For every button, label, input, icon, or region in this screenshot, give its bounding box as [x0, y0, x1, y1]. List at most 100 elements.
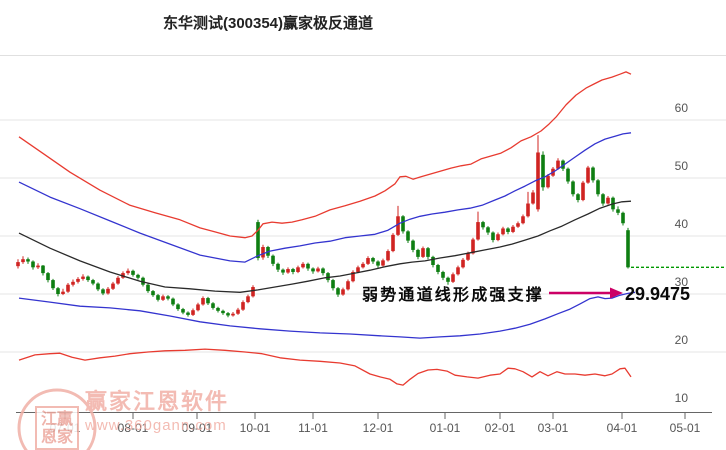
candle-body — [446, 277, 450, 282]
candle-body — [56, 288, 60, 294]
candle-body — [436, 265, 440, 272]
candle-body — [376, 261, 380, 266]
candle-body — [286, 269, 290, 273]
candle-body — [46, 273, 50, 281]
candle-body — [76, 278, 80, 282]
axes: 60504030201007-0108-0109-0110-0111-0112-… — [16, 101, 712, 435]
candle-body — [61, 291, 65, 294]
candle-body — [151, 291, 155, 296]
watermark-site: www.360gann.com — [84, 417, 227, 434]
watermark-brand: 赢家江恩软件 — [85, 389, 229, 414]
candle-body — [321, 268, 325, 274]
watermark-seal-text-1: 江赢 — [41, 409, 73, 428]
watermark-seal-square — [35, 406, 79, 450]
candle-body — [96, 283, 100, 290]
candle-body — [86, 276, 90, 281]
candlestick-series — [16, 135, 630, 318]
candle-body — [231, 313, 235, 316]
candle-body — [466, 253, 470, 260]
candle-body — [326, 273, 330, 281]
candle-body — [201, 298, 205, 305]
candle-body — [251, 287, 255, 297]
candle-body — [241, 302, 245, 310]
candle-body — [191, 310, 195, 315]
candle-body — [571, 181, 575, 195]
candle-body — [351, 271, 355, 282]
candle-body — [221, 310, 225, 314]
candle-body — [66, 284, 70, 292]
candle-body — [116, 277, 120, 284]
candle-body — [616, 209, 620, 213]
y-axis-label-20: 20 — [675, 333, 689, 347]
x-axis-label-04-01: 04-01 — [607, 421, 638, 435]
candle-body — [91, 280, 95, 284]
candle-body — [171, 298, 175, 305]
candle-body — [316, 268, 320, 272]
candle-body — [146, 284, 150, 292]
candle-body — [206, 298, 210, 304]
x-axis-label-11-01: 11-01 — [298, 421, 328, 435]
candle-body — [31, 261, 35, 268]
candle-body — [431, 256, 435, 265]
y-axis-label-10: 10 — [675, 391, 689, 405]
candle-body — [596, 180, 600, 195]
channel-line-mid-line-black — [18, 200, 632, 293]
candle-body — [496, 234, 500, 241]
annotation-value: 29.9475 — [625, 284, 690, 304]
candle-body — [51, 280, 55, 289]
candle-body — [306, 263, 310, 269]
candle-body — [621, 212, 625, 224]
candle-body — [246, 296, 250, 303]
candle-body — [161, 296, 165, 300]
candle-body — [426, 248, 430, 257]
candle-body — [546, 175, 550, 188]
candle-body — [291, 269, 295, 272]
candle-body — [456, 267, 460, 275]
candle-body — [381, 260, 385, 266]
candle-body — [106, 288, 110, 294]
candle-body — [111, 283, 115, 289]
y-axis-label-50: 50 — [675, 159, 689, 173]
annotation-text: 弱势通道线形成强支撑 — [362, 285, 544, 304]
candle-body — [81, 276, 85, 279]
y-axis-label-30: 30 — [675, 275, 689, 289]
candle-body — [331, 280, 335, 289]
candle-body — [26, 259, 30, 262]
channel-line-life-line-blue-upper — [18, 132, 632, 263]
candle-body — [556, 160, 560, 169]
watermark: 江赢 恩家 赢家江恩软件 www.360gann.com — [17, 388, 229, 450]
candle-body — [301, 263, 305, 268]
candle-body — [296, 267, 300, 272]
candle-body — [396, 216, 400, 235]
candle-body — [256, 222, 260, 259]
candle-body — [601, 194, 605, 204]
candle-body — [156, 295, 160, 300]
candle-body — [71, 281, 75, 285]
y-axis-label-40: 40 — [675, 217, 689, 231]
candle-body — [561, 160, 565, 169]
candle-body — [226, 313, 230, 316]
candle-body — [176, 304, 180, 310]
candle-body — [126, 270, 130, 274]
candle-body — [581, 182, 585, 201]
candle-body — [336, 288, 340, 295]
candle-body — [481, 222, 485, 228]
candle-body — [261, 247, 265, 258]
candle-body — [591, 167, 595, 181]
channel-line-outer-rail-upper — [18, 71, 632, 239]
candle-body — [526, 203, 530, 217]
x-axis-label-02-01: 02-01 — [485, 421, 516, 435]
y-axis-label-60: 60 — [675, 101, 689, 115]
candle-body — [41, 265, 45, 274]
candle-body — [371, 258, 375, 262]
candle-body — [451, 274, 455, 282]
candle-body — [411, 240, 415, 250]
candle-body — [401, 216, 405, 232]
candle-body — [536, 152, 540, 210]
candle-body — [211, 303, 215, 308]
candle-body — [236, 309, 240, 314]
candle-body — [346, 281, 350, 290]
x-axis-label-09-01: 09-01 — [182, 421, 213, 435]
